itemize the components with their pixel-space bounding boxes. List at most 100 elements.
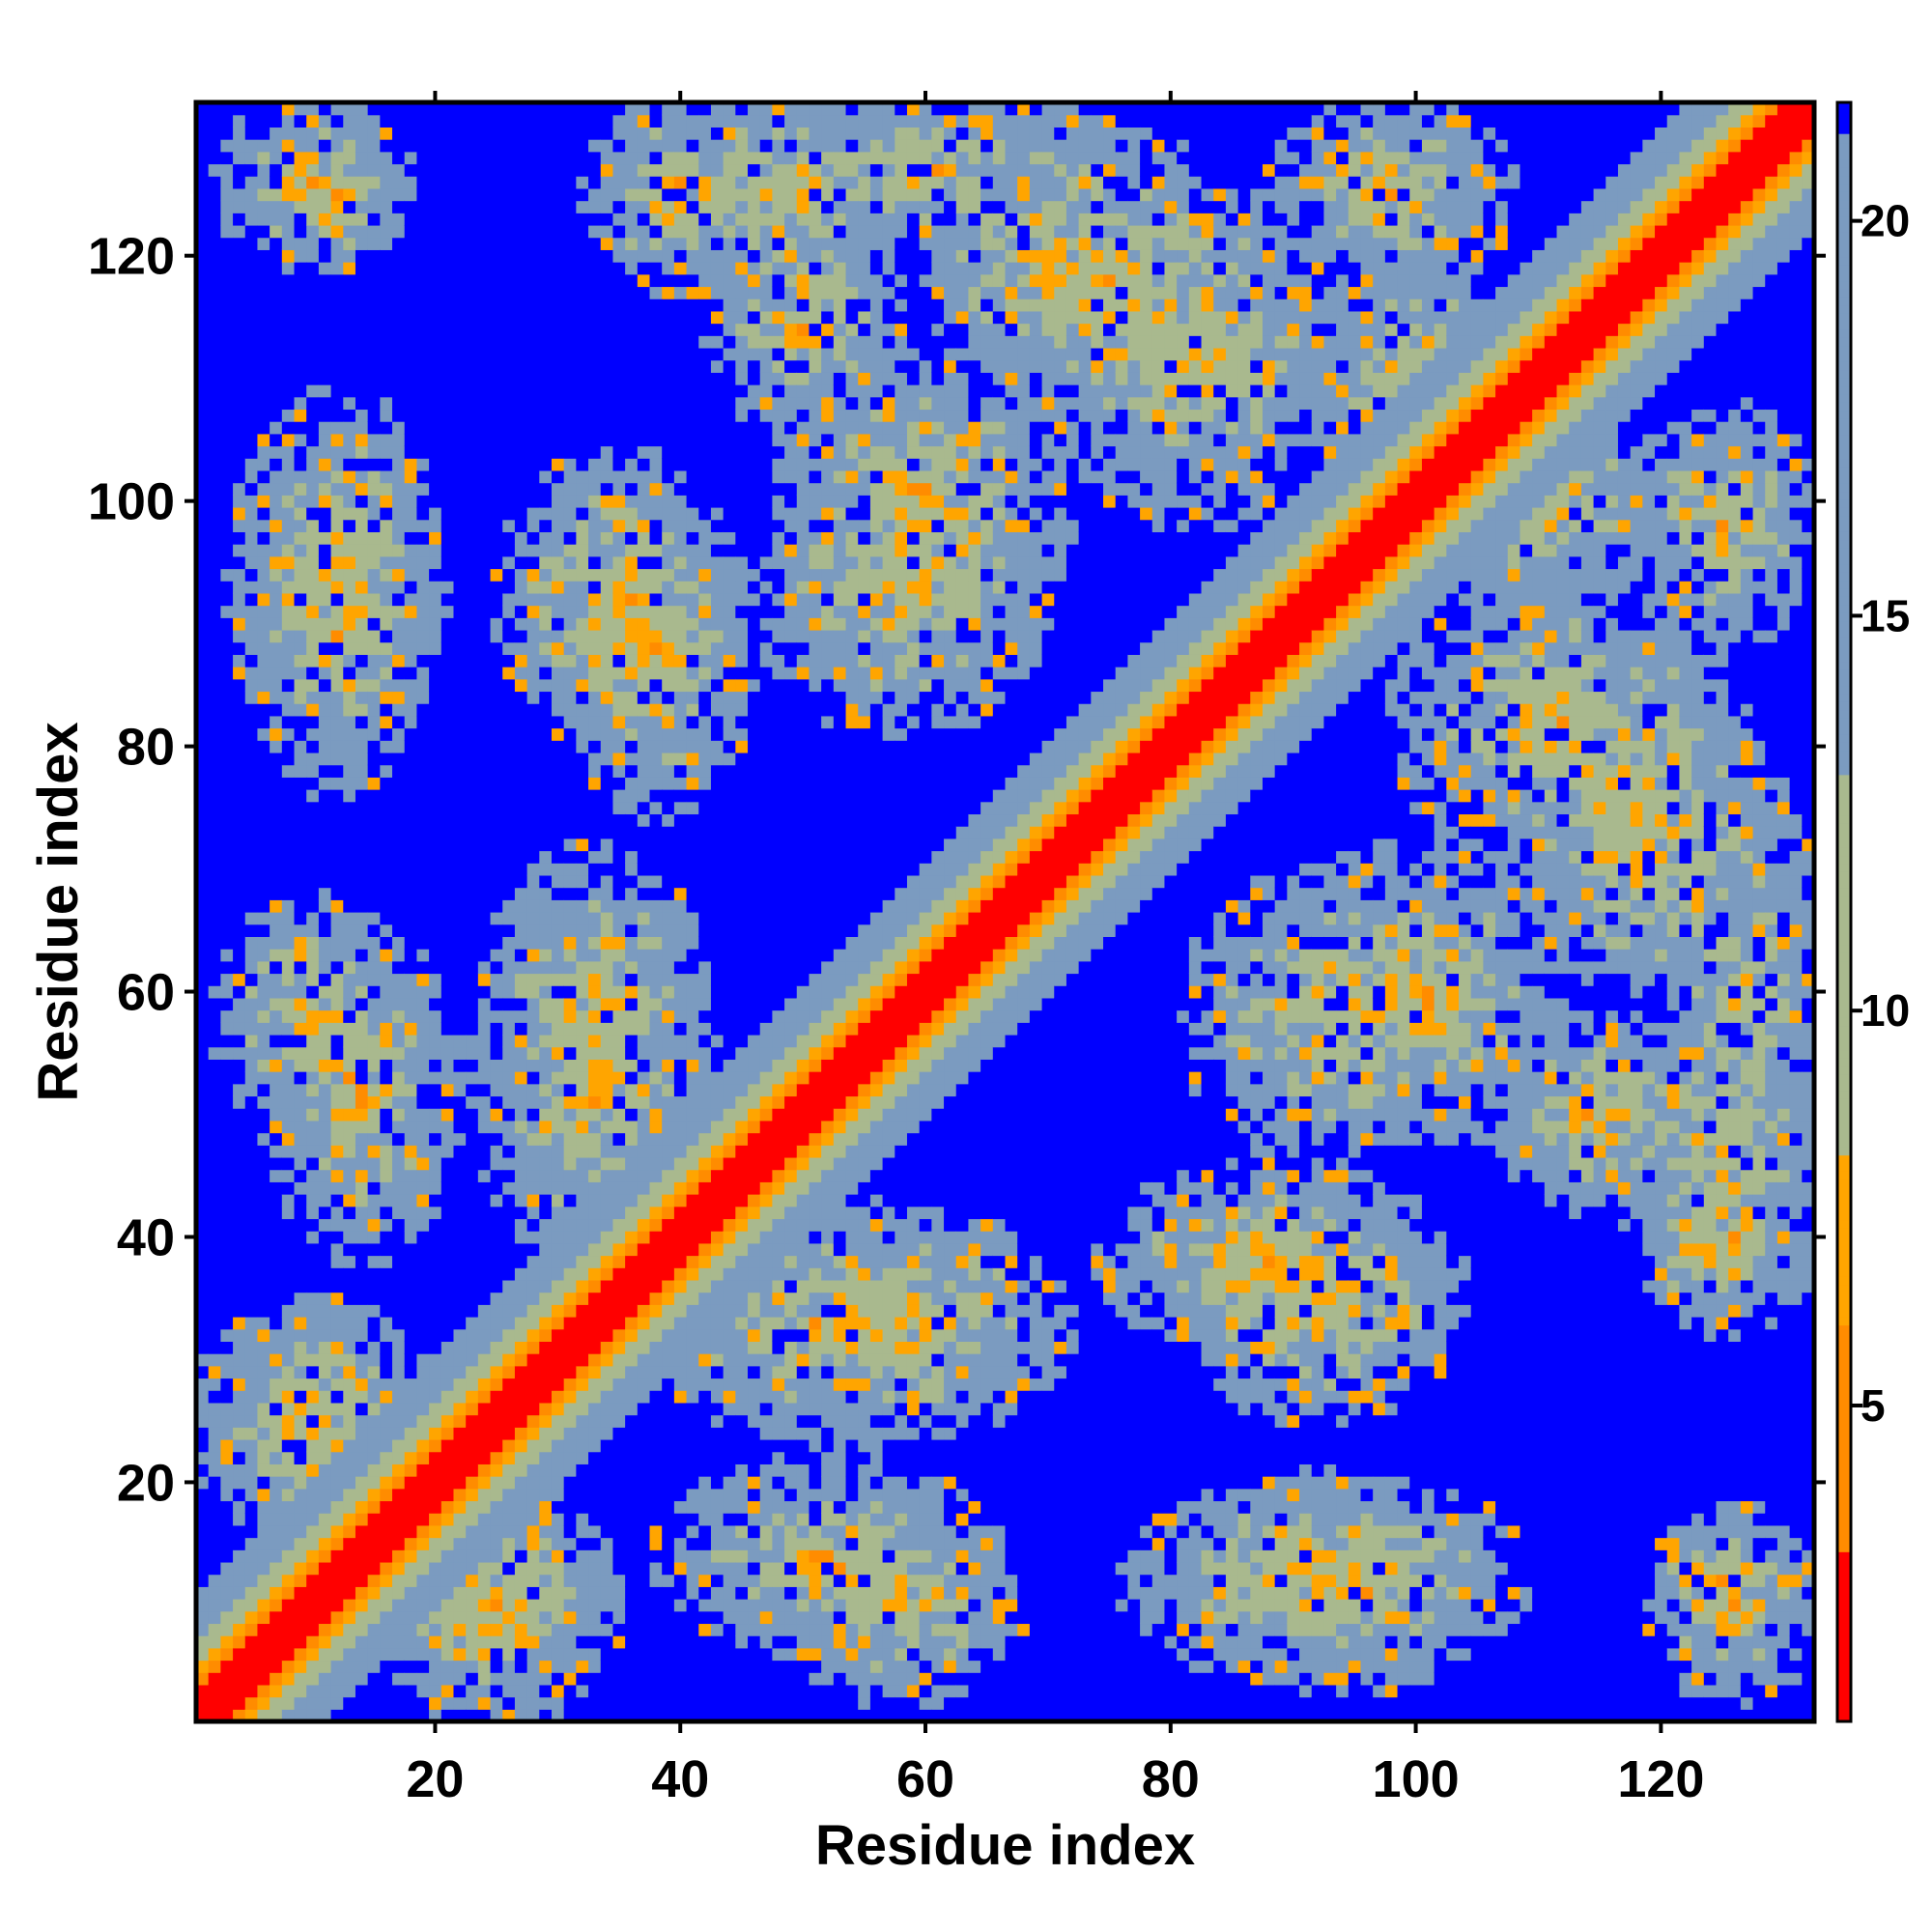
heatmap-cell <box>453 434 466 446</box>
heatmap-cell <box>466 1611 478 1624</box>
heatmap-cell <box>453 1427 466 1439</box>
heatmap-cell <box>343 1353 355 1366</box>
heatmap-cell <box>368 1390 381 1403</box>
heatmap-cell <box>331 1538 344 1550</box>
heatmap-cell <box>539 1341 552 1353</box>
heatmap-cell <box>405 1157 417 1170</box>
heatmap-cell <box>209 372 221 384</box>
heatmap-cell <box>233 568 245 581</box>
heatmap-cell <box>491 813 503 826</box>
heatmap-cell <box>539 826 552 838</box>
heatmap-cell <box>355 1084 368 1096</box>
heatmap-cell <box>491 1280 503 1293</box>
heatmap-cell <box>502 1353 515 1366</box>
heatmap-cell <box>392 360 405 373</box>
heatmap-cell <box>564 568 577 581</box>
heatmap-cell <box>343 1500 355 1513</box>
heatmap-cell <box>552 324 564 336</box>
heatmap-cell <box>429 1145 441 1157</box>
heatmap-cell <box>270 985 282 998</box>
heatmap-cell <box>282 899 295 912</box>
heatmap-cell <box>220 238 233 250</box>
heatmap-cell <box>331 139 344 152</box>
heatmap-cell <box>650 765 663 778</box>
heatmap-cell <box>539 1095 552 1108</box>
heatmap-cell <box>405 446 417 459</box>
heatmap-cell <box>625 1489 638 1501</box>
heatmap-cell <box>245 1549 258 1562</box>
heatmap-cell <box>502 1623 515 1635</box>
heatmap-cell <box>368 483 381 496</box>
heatmap-cell <box>355 298 368 311</box>
heatmap-cell <box>539 716 552 728</box>
heatmap-cell <box>380 691 392 703</box>
heatmap-cell <box>343 1599 355 1611</box>
heatmap-cell <box>576 1207 588 1219</box>
heatmap-cell <box>478 348 491 360</box>
heatmap-cell <box>466 286 478 298</box>
heatmap-cell <box>355 1525 368 1538</box>
heatmap-cell <box>466 1293 478 1305</box>
heatmap-cell <box>612 863 625 875</box>
heatmap-cell <box>564 1549 577 1562</box>
heatmap-cell <box>601 1170 613 1182</box>
heatmap-cell <box>306 1256 319 1268</box>
heatmap-cell <box>380 888 392 900</box>
heatmap-cell <box>650 458 663 470</box>
heatmap-cell <box>257 152 270 164</box>
heatmap-cell <box>306 115 319 128</box>
heatmap-cell <box>295 642 307 655</box>
heatmap-cell <box>466 483 478 496</box>
heatmap-cell <box>416 324 429 336</box>
heatmap-cell <box>564 324 577 336</box>
heatmap-cell <box>233 1452 245 1464</box>
heatmap-cell <box>331 421 344 434</box>
heatmap-cell <box>368 238 381 250</box>
heatmap-cell <box>478 912 491 924</box>
heatmap-cell <box>453 1108 466 1121</box>
heatmap-cell <box>612 372 625 384</box>
heatmap-cell <box>466 1194 478 1207</box>
heatmap-cell <box>257 1267 270 1280</box>
heatmap-cell <box>282 213 295 225</box>
heatmap-cell <box>588 703 601 716</box>
heatmap-cell <box>453 753 466 765</box>
heatmap-cell <box>295 789 307 802</box>
heatmap-cell <box>233 1635 245 1648</box>
heatmap-cell <box>405 556 417 569</box>
heatmap-cell <box>343 924 355 937</box>
heatmap-cell <box>612 384 625 397</box>
heatmap-cell <box>405 458 417 470</box>
heatmap-cell <box>625 1022 638 1035</box>
heatmap-cell <box>306 1121 319 1133</box>
heatmap-cell <box>453 1341 466 1353</box>
heatmap-cell <box>416 298 429 311</box>
heatmap-cell <box>331 1353 344 1366</box>
heatmap-cell <box>539 1635 552 1648</box>
heatmap-cell <box>576 802 588 814</box>
heatmap-cell <box>368 899 381 912</box>
heatmap-cell <box>650 777 663 789</box>
heatmap-cell <box>625 348 638 360</box>
heatmap-cell <box>539 1549 552 1562</box>
heatmap-cell <box>355 1575 368 1587</box>
heatmap-cell <box>478 813 491 826</box>
heatmap-cell <box>355 397 368 410</box>
heatmap-cell <box>638 1672 650 1685</box>
heatmap-cell <box>220 1672 233 1685</box>
heatmap-cell <box>392 1280 405 1293</box>
heatmap-cell <box>601 899 613 912</box>
heatmap-cell <box>453 1697 466 1710</box>
heatmap-cell <box>306 324 319 336</box>
heatmap-cell <box>392 1231 405 1243</box>
heatmap-cell <box>270 1218 282 1231</box>
heatmap-cell <box>478 728 491 741</box>
heatmap-cell <box>405 716 417 728</box>
heatmap-cell <box>429 556 441 569</box>
heatmap-cell <box>233 1218 245 1231</box>
heatmap-cell <box>331 740 344 753</box>
heatmap-cell <box>453 483 466 496</box>
heatmap-cell <box>588 1476 601 1489</box>
heatmap-cell <box>245 691 258 703</box>
heatmap-cell <box>576 115 588 128</box>
